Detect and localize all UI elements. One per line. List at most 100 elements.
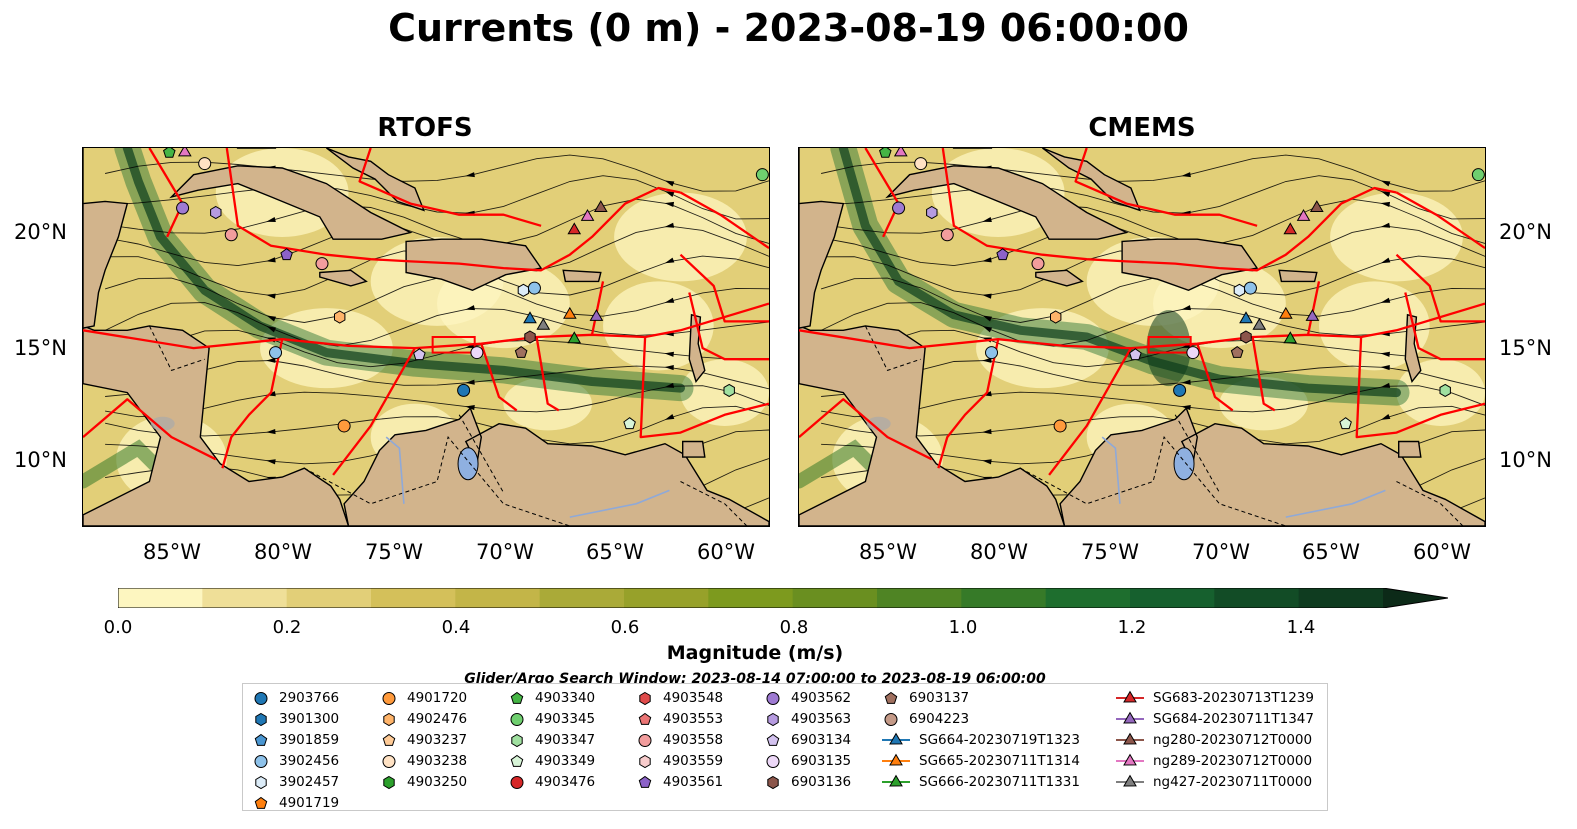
river xyxy=(569,489,670,518)
streamline-arrow xyxy=(664,222,675,228)
streamline-arrow xyxy=(982,428,992,435)
land-central-america xyxy=(799,148,1066,526)
legend-marker-icon xyxy=(254,754,268,768)
legend-symbol xyxy=(511,733,523,747)
legend-marker-icon xyxy=(382,733,396,746)
legend-label: 4903237 xyxy=(407,731,468,748)
land-jamaica xyxy=(319,269,368,287)
streamline-arrow xyxy=(1380,414,1391,420)
legend-item: 4903558 xyxy=(635,729,723,750)
panel-title-rtofs: RTOFS xyxy=(377,113,473,143)
legend-item: 4903347 xyxy=(507,729,595,750)
legend-item: 4903238 xyxy=(379,750,467,771)
streamline-arrow xyxy=(664,382,675,388)
legend-label: 4903562 xyxy=(791,689,852,706)
colorbar-bin xyxy=(539,588,625,608)
legend-marker-icon xyxy=(638,733,652,747)
observation-marker xyxy=(524,330,536,344)
legend-item: 3901300 xyxy=(251,708,339,729)
eez-boundary xyxy=(225,148,681,272)
eez-boundary xyxy=(937,338,1000,469)
lon-label-cmems-70w: 70°W xyxy=(1192,540,1250,564)
map-svg xyxy=(799,148,1485,526)
streamline xyxy=(105,385,769,418)
streamline-arrow xyxy=(664,351,674,357)
legend-label: 4903558 xyxy=(663,731,724,748)
observation-marker xyxy=(1243,281,1257,295)
eez-boundary xyxy=(358,148,542,227)
legend-column: 4903562 4903563 6903134 6903135 6903136 xyxy=(763,687,851,792)
observation-marker xyxy=(517,283,530,297)
legend-item: 3902456 xyxy=(251,750,339,771)
legend-marker-icon xyxy=(884,712,898,726)
observation-marker xyxy=(1283,331,1298,344)
legend-symbol xyxy=(510,712,524,726)
legend-marker-icon xyxy=(767,712,779,726)
legend-symbol xyxy=(382,754,396,768)
legend-item: 4901720 xyxy=(379,687,467,708)
observation-marker xyxy=(1239,311,1253,324)
lon-label-rtofs-65w: 65°W xyxy=(586,540,644,564)
current-jet-core xyxy=(838,148,1401,398)
colorbar-tick-1: 0.2 xyxy=(272,617,302,638)
streamline xyxy=(821,405,1485,445)
legend-marker-icon xyxy=(1116,711,1144,724)
lon-label-cmems-65w: 65°W xyxy=(1302,540,1360,564)
colorbar-bin xyxy=(286,588,372,608)
eez-box xyxy=(1147,336,1192,354)
country-border xyxy=(304,436,570,526)
map-panel-cmems[interactable] xyxy=(798,147,1486,527)
colorbar-svg xyxy=(117,587,1449,609)
legend-marker-icon xyxy=(510,712,524,726)
streamline-arrow xyxy=(266,315,277,322)
legend-marker-icon xyxy=(882,774,910,787)
river xyxy=(1285,489,1386,518)
legend-marker-icon xyxy=(510,691,524,704)
observation-marker xyxy=(580,208,595,221)
legend-item: 4903553 xyxy=(635,708,723,729)
legend-symbol xyxy=(639,691,651,705)
legend-symbol xyxy=(638,712,652,725)
streamline xyxy=(821,385,1485,418)
streamline-arrow xyxy=(664,364,674,371)
legend-symbol xyxy=(254,733,268,746)
streamline xyxy=(821,360,1485,397)
colorbar-tick-5: 1.0 xyxy=(948,617,978,638)
legend-column: 6903137 6904223 SG664-20230719T1323 SG665-2… xyxy=(881,687,1080,792)
legend-marker-icon xyxy=(766,733,780,746)
legend-symbol xyxy=(1123,711,1137,724)
streamline-arrow xyxy=(664,201,675,208)
legend-item: SG666-20230711T1331 xyxy=(881,771,1080,792)
legend-item: 6903135 xyxy=(763,750,851,771)
legend-label: 6903136 xyxy=(791,773,852,790)
streamline-arrow xyxy=(1380,351,1390,357)
eez-boundary xyxy=(1395,253,1485,323)
observation-marker xyxy=(567,222,582,235)
lake-maracaibo xyxy=(457,447,479,481)
river xyxy=(1101,436,1121,504)
streamline xyxy=(821,154,1485,192)
legend-item: 4903563 xyxy=(763,708,851,729)
observation-marker xyxy=(413,348,426,361)
streamline xyxy=(105,360,769,397)
legend-marker-icon xyxy=(767,775,779,789)
legend-item: 4901719 xyxy=(251,792,339,813)
eez-boundary xyxy=(799,398,933,461)
legend-item: SG665-20230711T1314 xyxy=(881,750,1080,771)
land-yucatan xyxy=(799,200,845,329)
land-jamaica xyxy=(1035,269,1084,287)
colorbar-bin xyxy=(202,588,288,608)
legend-symbol xyxy=(510,691,524,704)
streamline-arrow xyxy=(1181,172,1191,178)
map-panel-rtofs[interactable] xyxy=(82,147,770,527)
legend-marker-icon xyxy=(255,712,267,726)
colorbar-bin xyxy=(624,588,709,608)
streamline-arrow xyxy=(266,428,276,435)
legend-marker-icon xyxy=(383,775,395,789)
streamline-arrow xyxy=(664,180,675,187)
legend-label: 4903238 xyxy=(407,752,468,769)
observation-marker xyxy=(589,309,604,321)
legend-item: 4902476 xyxy=(379,708,467,729)
legend-symbol xyxy=(767,712,779,726)
colorbar-bin xyxy=(1045,588,1131,608)
